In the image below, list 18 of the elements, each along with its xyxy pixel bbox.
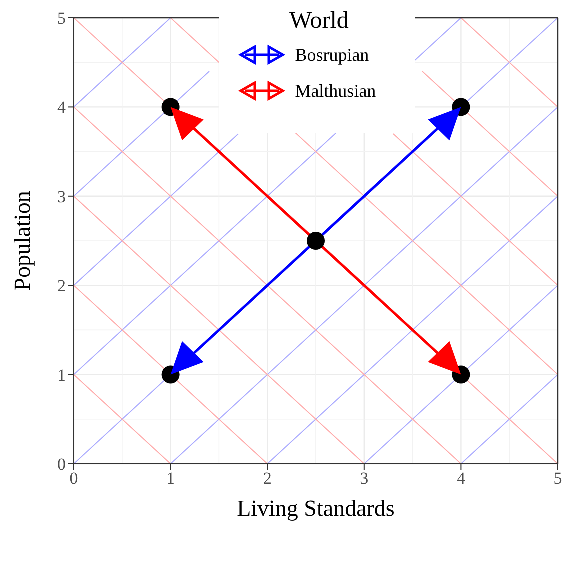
x-tick-label: 5 xyxy=(554,469,562,488)
legend-title: World xyxy=(288,8,350,35)
x-tick-label: 2 xyxy=(263,469,272,488)
point xyxy=(307,232,325,250)
legend-label: Bosrupian xyxy=(295,44,370,66)
x-tick-label: 4 xyxy=(456,469,466,488)
y-tick-label: 3 xyxy=(58,187,66,206)
y-tick-label: 0 xyxy=(58,455,66,474)
x-tick-label: 0 xyxy=(70,469,78,488)
y-tick-label: 1 xyxy=(58,366,66,385)
x-tick-label: 3 xyxy=(360,469,369,488)
y-tick-label: 4 xyxy=(58,98,66,118)
x-tick-label: 1 xyxy=(166,469,176,488)
x-axis-title: Living Standards xyxy=(237,496,395,521)
y-tick-label: 5 xyxy=(58,9,66,28)
legend-label: Malthusian xyxy=(295,80,376,102)
y-tick-label: 2 xyxy=(58,276,66,296)
y-axis-title: Population xyxy=(10,190,36,291)
